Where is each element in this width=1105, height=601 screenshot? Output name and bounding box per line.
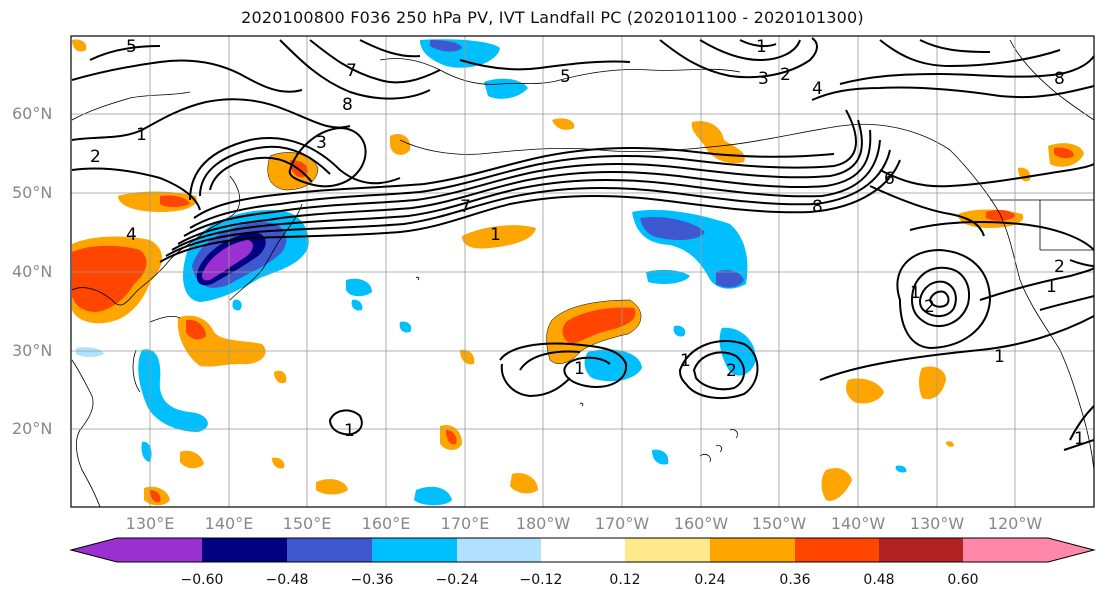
contour-label: 1 — [574, 359, 585, 379]
contour-label: 2 — [780, 65, 791, 85]
map-plot-area: 5 7 8 1 2 3 4 5 6 7 8 1 2 1 1 1 2 1 1 2 … — [71, 36, 1094, 507]
map-frame — [70, 35, 1095, 508]
positive-pc-shading — [72, 39, 1084, 506]
contour-label: 6 — [884, 169, 895, 189]
colorbar-tick-label: 0.60 — [947, 572, 979, 588]
colorbar-tick-label: −0.24 — [435, 572, 479, 588]
contour-label: 5 — [126, 37, 137, 57]
colorbar-tick-label: 0.24 — [694, 572, 726, 588]
contour-label: 1 — [344, 421, 355, 441]
contour-label: 2 — [924, 297, 935, 317]
colorbar-swatch — [117, 538, 202, 562]
contour-label: 1 — [1046, 277, 1057, 297]
contour-label: 7 — [460, 197, 471, 217]
lon-label: 170°W — [594, 514, 650, 533]
contour-label: 8 — [1054, 69, 1065, 89]
contour-label: 1 — [490, 225, 501, 245]
lon-label: 140°W — [830, 514, 886, 533]
colorbar-tick-label: 0.36 — [779, 572, 811, 588]
colorbar-tick-label: −0.36 — [350, 572, 394, 588]
colorbar — [69, 537, 1096, 563]
lon-label: 120°W — [987, 514, 1043, 533]
colorbar-swatch — [795, 538, 879, 562]
colorbar-tick-label: −0.12 — [519, 572, 563, 588]
colorbar-swatch — [710, 538, 795, 562]
contour-label: 1 — [756, 37, 767, 57]
contour-label: 2 — [90, 147, 101, 167]
lon-label: 160°W — [673, 514, 729, 533]
lon-label: 180°W — [515, 514, 571, 533]
lon-label: 160°E — [361, 514, 411, 533]
colorbar-swatch — [963, 538, 1048, 562]
lat-label: 30°N — [12, 341, 53, 360]
shading-outlines — [267, 152, 642, 364]
contour-label: 1 — [136, 125, 147, 145]
colorbar-swatch — [541, 538, 625, 562]
colorbar-tick-label: 0.12 — [609, 572, 641, 588]
contour-label: 4 — [812, 79, 823, 99]
colorbar-tick-label: −0.60 — [180, 572, 224, 588]
contour-label: 5 — [560, 67, 571, 87]
lon-label: 170°E — [440, 514, 490, 533]
contour-label: 1 — [680, 351, 691, 371]
contour-label: 8 — [812, 197, 823, 217]
map-title: 2020100800 F036 250 hPa PV, IVT Landfall… — [241, 8, 864, 27]
lat-label: 40°N — [12, 262, 53, 281]
lon-label: 140°E — [204, 514, 254, 533]
colorbar-swatch — [202, 538, 287, 562]
lat-label: 60°N — [12, 104, 53, 123]
contour-label: 1 — [1074, 429, 1085, 449]
gridlines — [71, 36, 1094, 507]
colorbar-tick-label: 0.48 — [863, 572, 895, 588]
contour-label: 7 — [346, 61, 357, 81]
colorbar-swatch — [879, 538, 963, 562]
colorbar-swatch — [625, 538, 710, 562]
contour-label: 2 — [726, 361, 737, 381]
colorbar-min-extend — [71, 538, 117, 562]
colorbar-swatch — [372, 538, 457, 562]
colorbar-max-extend — [1048, 538, 1094, 562]
colorbar-swatch — [457, 538, 541, 562]
contour-label: 1 — [910, 283, 921, 303]
lon-label: 130°W — [909, 514, 965, 533]
colorbar-tick-label: −0.48 — [265, 572, 309, 588]
colorbar-swatch — [287, 538, 372, 562]
contour-label: 3 — [758, 69, 769, 89]
pv-contours — [71, 37, 1094, 451]
contour-label: 1 — [994, 347, 1005, 367]
contour-labels: 5 7 8 1 2 3 4 5 6 7 8 1 2 1 1 1 2 1 1 2 … — [90, 37, 1085, 449]
contour-label: 2 — [1054, 257, 1065, 277]
contour-label: 3 — [316, 133, 327, 153]
lat-label: 20°N — [12, 419, 53, 438]
contour-label: 4 — [126, 225, 137, 245]
lat-label: 50°N — [12, 183, 53, 202]
contour-label: 8 — [342, 95, 353, 115]
lon-label: 150°E — [282, 514, 332, 533]
lon-label: 150°W — [751, 514, 807, 533]
lon-label: 130°E — [125, 514, 175, 533]
